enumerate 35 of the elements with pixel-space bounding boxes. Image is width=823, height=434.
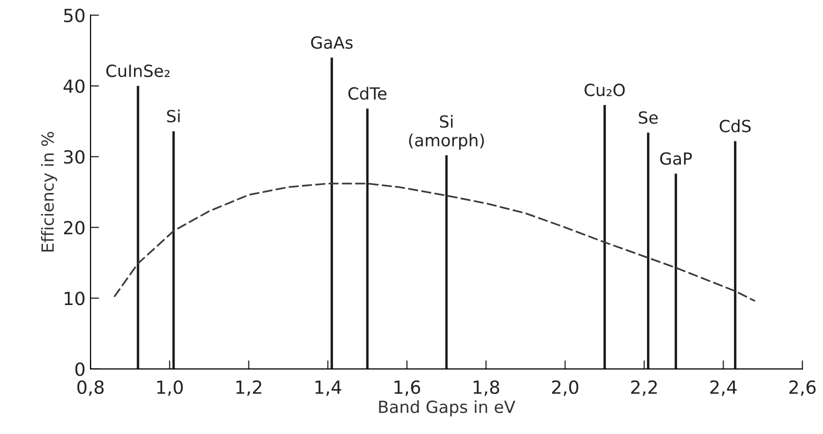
y-tick-label: 10 [64, 292, 84, 306]
annotation: CdS [720, 119, 751, 132]
annotation: CuInSe₂ [106, 64, 170, 78]
bar [172, 131, 175, 369]
annotation: Si [167, 110, 180, 122]
y-tick-label: 20 [64, 220, 84, 235]
x-tick-label: 1,6 [394, 380, 420, 396]
annotation: GaP [660, 152, 692, 165]
annotation: GaAs [311, 36, 353, 49]
bar [603, 105, 606, 369]
annotation: CdTe [348, 86, 386, 100]
x-tick-label: 1,4 [315, 380, 342, 396]
x-tick-label: 1,8 [474, 380, 500, 396]
y-tick-label: 0 [75, 362, 84, 376]
x-tick-label: 1,2 [236, 380, 262, 396]
x-tick-label: 0,8 [77, 380, 104, 396]
bar [646, 132, 650, 369]
annotation: Si (amorph) [409, 114, 484, 150]
bar [674, 174, 678, 369]
x-tick-label: 2,2 [631, 380, 657, 396]
x-tick-label: 1,0 [157, 380, 183, 396]
y-axis-title: Efficiency in % [41, 132, 58, 252]
annotation: Se [638, 111, 658, 124]
y-tick-label: 40 [64, 79, 84, 94]
bar [734, 141, 736, 369]
x-tick-label: 2,0 [552, 380, 578, 396]
x-axis-title: Band Gaps in eV [379, 400, 516, 416]
x-tick-label: 2,4 [710, 380, 737, 396]
line-series [113, 182, 756, 302]
bar [366, 108, 369, 369]
y-tick-label: 30 [64, 150, 84, 164]
bar [330, 58, 333, 369]
y-tick-label: 50 [64, 8, 84, 22]
x-tick-label: 2,6 [789, 380, 816, 396]
annotation: Cu₂O [584, 84, 625, 96]
